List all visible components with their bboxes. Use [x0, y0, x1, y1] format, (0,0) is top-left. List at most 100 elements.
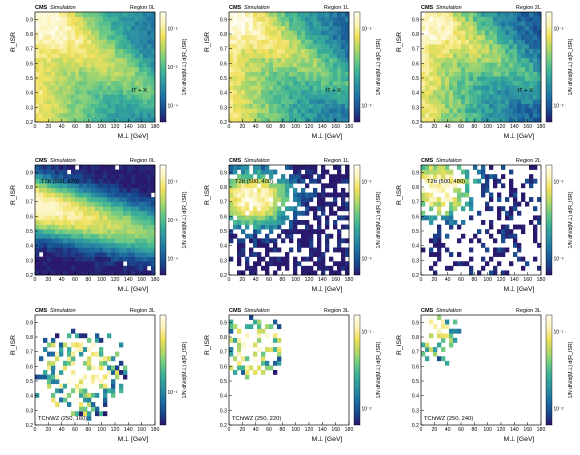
heatmap-cell — [529, 183, 534, 189]
heatmap-cell — [257, 21, 262, 27]
heatmap-cell — [473, 12, 478, 17]
heatmap-cell — [63, 242, 68, 248]
heatmap-cell — [131, 229, 136, 235]
heatmap-cell — [345, 44, 350, 49]
heatmap-cell — [429, 265, 434, 271]
heatmap-cell — [489, 224, 494, 230]
heatmap-cell — [91, 220, 96, 225]
heatmap-cell — [449, 183, 454, 189]
heatmap-cell — [445, 169, 450, 175]
heatmap-cell — [457, 99, 462, 104]
heatmap-cell — [71, 80, 76, 86]
heatmap-cell — [425, 103, 430, 109]
heatmap-cell — [151, 238, 156, 244]
heatmap-cell — [469, 256, 474, 262]
heatmap-cell — [115, 112, 120, 118]
y-tick-label: 0.8 — [412, 185, 419, 191]
heatmap-cell — [123, 30, 128, 36]
heatmap-cell — [119, 57, 124, 63]
heatmap-cell — [79, 252, 84, 257]
x-tick-label: 160 — [331, 427, 340, 433]
x-tick-label: 0 — [34, 277, 37, 283]
heatmap-cell — [489, 39, 494, 45]
colorbar-label: 1/N dN/d(M⊥) d(R_ISR) — [376, 38, 382, 95]
heatmap-cell — [449, 333, 454, 339]
heatmap-cell — [269, 53, 274, 59]
heatmap-cell — [273, 67, 278, 72]
heatmap-cell — [293, 165, 298, 170]
heatmap-cell — [229, 165, 234, 170]
heatmap-cell — [485, 261, 490, 267]
heatmap-cell — [107, 242, 112, 248]
heatmap-cell — [433, 57, 438, 63]
heatmap-cell — [317, 238, 322, 244]
heatmap-cell — [233, 34, 238, 40]
heatmap-cell — [83, 103, 88, 109]
heatmap-cell — [305, 174, 310, 180]
heatmap-cell — [233, 233, 238, 239]
heatmap-cell — [59, 383, 64, 389]
heatmap-cell — [521, 224, 526, 230]
heatmap-cell — [39, 117, 44, 123]
heatmap-cell — [433, 99, 438, 104]
heatmap-cell — [253, 224, 258, 230]
heatmap-cell — [301, 85, 306, 91]
heatmap-cell — [525, 112, 530, 118]
heatmap-cell — [281, 21, 286, 27]
heatmap-cell — [261, 328, 266, 334]
heatmap-cell — [151, 94, 156, 100]
heatmap-cell — [135, 215, 140, 221]
heatmap-cell — [529, 165, 534, 170]
heatmap-cell — [537, 215, 542, 221]
heatmap-cell — [39, 187, 44, 193]
heatmap-cell — [341, 206, 346, 212]
heatmap-cell — [261, 12, 266, 17]
heatmap-cell — [345, 99, 350, 104]
heatmap-cell — [289, 44, 294, 49]
heatmap-cell — [533, 48, 538, 54]
heatmap-cell — [269, 174, 274, 180]
heatmap-cell — [537, 94, 542, 100]
heatmap-cell — [67, 392, 72, 398]
heatmap-cell — [533, 25, 538, 31]
heatmap-cell — [445, 21, 450, 27]
heatmap-cell — [151, 174, 156, 180]
heatmap-cell — [229, 187, 234, 193]
heatmap-cell — [461, 80, 466, 86]
heatmap-cell — [345, 169, 350, 175]
heatmap-cell — [433, 169, 438, 175]
heatmap-cell — [273, 30, 278, 36]
heatmap-cell — [529, 21, 534, 27]
heatmap-cell — [237, 337, 242, 343]
y-tick-label: 0.7 — [412, 350, 419, 356]
heatmap-cell — [43, 117, 48, 123]
heatmap-cell — [345, 34, 350, 40]
heatmap-cell — [505, 94, 510, 100]
heatmap-cell — [147, 94, 152, 100]
heatmap-cell — [497, 62, 502, 68]
heatmap-cell — [107, 34, 112, 40]
heatmap-cell — [245, 261, 250, 267]
heatmap-cell — [481, 183, 486, 189]
heatmap-cell — [445, 247, 450, 253]
y-tick-label: 0.7 — [220, 200, 227, 206]
heatmap-cell — [425, 39, 430, 45]
heatmap-cell — [229, 169, 234, 175]
heatmap-cell — [119, 67, 124, 72]
heatmap-cell — [421, 187, 426, 193]
heatmap-cell — [123, 48, 128, 54]
heatmap-cell — [537, 112, 542, 118]
heatmap-cell — [309, 165, 314, 170]
heatmap-cell — [265, 265, 270, 271]
heatmap-cell — [317, 67, 322, 72]
heatmap-cell — [513, 85, 518, 91]
heatmap-cell — [75, 215, 80, 221]
heatmap-cell — [501, 103, 506, 109]
heatmap-cell — [245, 206, 250, 212]
heatmap-cell — [249, 238, 254, 244]
heatmap-cell — [317, 224, 322, 230]
heatmap-cell — [257, 112, 262, 118]
heatmap-cell — [47, 220, 52, 225]
heatmap-cell — [119, 94, 124, 100]
heatmap-cell — [345, 201, 350, 207]
